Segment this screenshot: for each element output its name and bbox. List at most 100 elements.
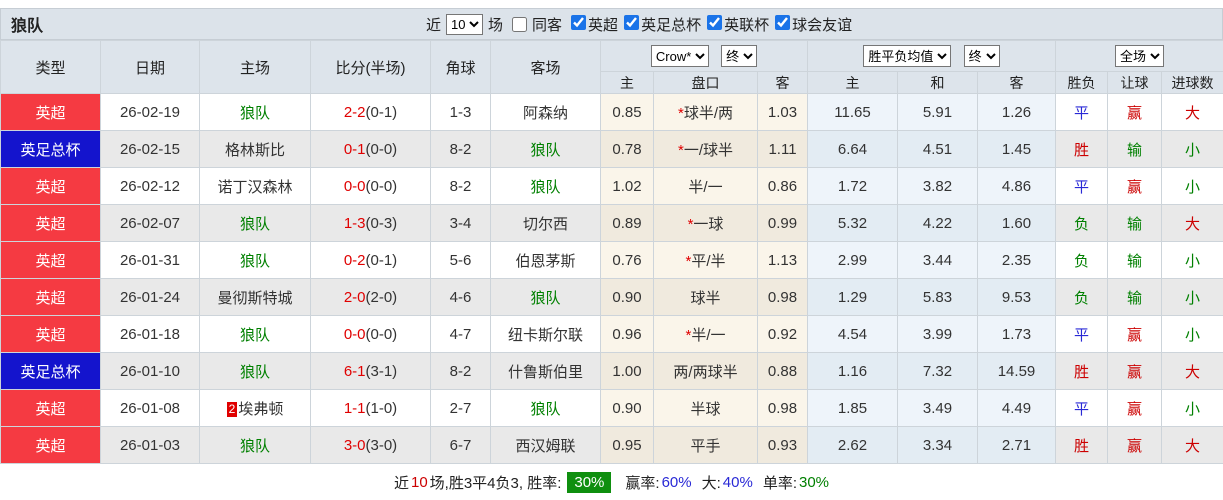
- league-badge: 英超: [1, 279, 101, 316]
- result: 负: [1056, 205, 1108, 242]
- odds-away: 1.13: [758, 242, 808, 279]
- avg-draw: 3.49: [898, 390, 978, 427]
- match-date: 26-01-08: [101, 390, 200, 427]
- away-team[interactable]: 什鲁斯伯里: [491, 353, 601, 390]
- odds-away: 0.88: [758, 353, 808, 390]
- home-team[interactable]: 狼队: [200, 94, 311, 131]
- away-team[interactable]: 伯恩茅斯: [491, 242, 601, 279]
- same-venue-checkbox[interactable]: [512, 17, 527, 32]
- odds-away: 0.86: [758, 168, 808, 205]
- win-rate-badge: 30%: [567, 472, 611, 493]
- odds-final-select[interactable]: 终: [721, 45, 757, 67]
- page-title: 狼队: [11, 12, 43, 36]
- score: 0-0(0-0): [311, 316, 431, 353]
- home-team[interactable]: 狼队: [200, 353, 311, 390]
- col-odds-away: 客: [758, 72, 808, 94]
- odds-home: 0.78: [601, 131, 654, 168]
- match-date: 26-02-19: [101, 94, 200, 131]
- handicap-result: 赢: [1108, 353, 1162, 390]
- col-avg-draw: 和: [898, 72, 978, 94]
- scope-select[interactable]: 全场: [1115, 45, 1164, 67]
- handicap-result: 输: [1108, 279, 1162, 316]
- home-team[interactable]: 狼队: [200, 205, 311, 242]
- odds-away: 1.03: [758, 94, 808, 131]
- league-badge: 英超: [1, 316, 101, 353]
- league-checkbox[interactable]: [571, 15, 586, 30]
- col-result: 胜负: [1056, 72, 1108, 94]
- avg-draw: 4.22: [898, 205, 978, 242]
- score: 0-2(0-1): [311, 242, 431, 279]
- handicap-rate-label: 赢率:: [625, 472, 659, 493]
- league-checkbox[interactable]: [624, 15, 639, 30]
- avg-away: 1.60: [978, 205, 1056, 242]
- home-team[interactable]: 狼队: [200, 316, 311, 353]
- league-checkbox[interactable]: [707, 15, 722, 30]
- avg-draw: 3.99: [898, 316, 978, 353]
- goals-result: 小: [1162, 242, 1223, 279]
- home-team[interactable]: 狼队: [200, 427, 311, 464]
- result: 胜: [1056, 131, 1108, 168]
- match-date: 26-01-03: [101, 427, 200, 464]
- avg-away: 9.53: [978, 279, 1056, 316]
- league-badge: 英超: [1, 427, 101, 464]
- avg-home: 1.72: [808, 168, 898, 205]
- filter-controls: 近 10 场 同客 英超英足总杯英联杯球会友谊: [426, 14, 852, 35]
- result: 平: [1056, 316, 1108, 353]
- handicap-result: 输: [1108, 242, 1162, 279]
- odds-home: 0.85: [601, 94, 654, 131]
- result: 平: [1056, 168, 1108, 205]
- avg-home: 11.65: [808, 94, 898, 131]
- col-corners: 角球: [431, 41, 491, 94]
- corners: 1-3: [431, 94, 491, 131]
- handicap-result: 赢: [1108, 427, 1162, 464]
- home-team[interactable]: 诺丁汉森林: [200, 168, 311, 205]
- odds-away: 0.93: [758, 427, 808, 464]
- avg-draw: 4.51: [898, 131, 978, 168]
- league-badge: 英超: [1, 390, 101, 427]
- league-checkbox[interactable]: [775, 15, 790, 30]
- avg-final-select[interactable]: 终: [964, 45, 1000, 67]
- score: 2-2(0-1): [311, 94, 431, 131]
- corners: 8-2: [431, 131, 491, 168]
- avg-select[interactable]: 胜平负均值: [863, 45, 951, 67]
- away-team[interactable]: 狼队: [491, 131, 601, 168]
- away-team[interactable]: 西汉姆联: [491, 427, 601, 464]
- match-date: 26-01-24: [101, 279, 200, 316]
- away-team[interactable]: 狼队: [491, 390, 601, 427]
- home-team[interactable]: 曼彻斯特城: [200, 279, 311, 316]
- away-team[interactable]: 狼队: [491, 168, 601, 205]
- avg-away: 4.86: [978, 168, 1056, 205]
- odds-home: 0.76: [601, 242, 654, 279]
- away-team[interactable]: 阿森纳: [491, 94, 601, 131]
- goals-result: 小: [1162, 168, 1223, 205]
- avg-away: 4.49: [978, 390, 1056, 427]
- match-date: 26-02-15: [101, 131, 200, 168]
- goals-result: 大: [1162, 427, 1223, 464]
- avg-home: 1.85: [808, 390, 898, 427]
- away-team[interactable]: 纽卡斯尔联: [491, 316, 601, 353]
- big-rate-value: 40%: [723, 474, 753, 491]
- score: 0-1(0-0): [311, 131, 431, 168]
- col-home: 主场: [200, 41, 311, 94]
- col-odds-handicap: 盘口: [654, 72, 758, 94]
- score: 0-0(0-0): [311, 168, 431, 205]
- corners: 6-7: [431, 427, 491, 464]
- home-team[interactable]: 格林斯比: [200, 131, 311, 168]
- home-team[interactable]: 狼队: [200, 242, 311, 279]
- away-team[interactable]: 切尔西: [491, 205, 601, 242]
- away-team[interactable]: 狼队: [491, 279, 601, 316]
- league-checkboxes: 英超英足总杯英联杯球会友谊: [565, 14, 852, 35]
- recent-count-select[interactable]: 10: [446, 14, 483, 35]
- odds-company-select[interactable]: Crow*: [651, 45, 709, 67]
- col-type: 类型: [1, 41, 101, 94]
- col-avg-away: 客: [978, 72, 1056, 94]
- league-badge: 英超: [1, 205, 101, 242]
